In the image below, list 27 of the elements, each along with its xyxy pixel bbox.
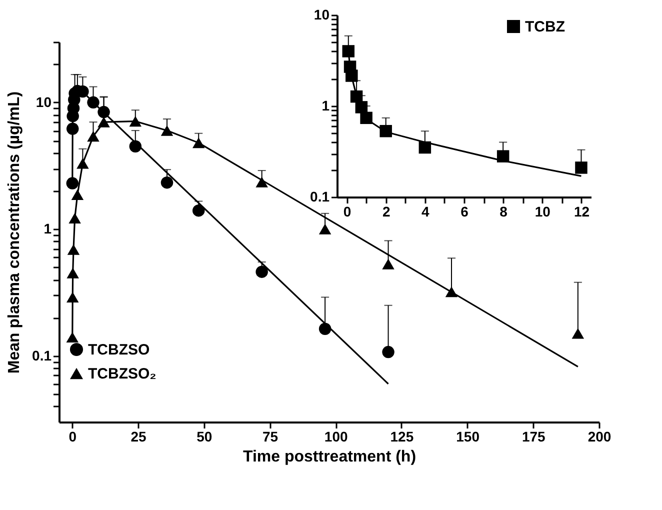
- y-tick-label: 10: [36, 94, 52, 110]
- x-tick-label: 200: [588, 428, 612, 444]
- y-axis-title: Mean plasma concentrations (µg/mL): [6, 91, 24, 374]
- x-tick-label: 50: [196, 428, 212, 444]
- x-tick-label: 150: [456, 428, 480, 444]
- y-tick-label: 1: [322, 98, 330, 114]
- x-tick-label: 0: [343, 204, 352, 220]
- y-tick-label: 0.1: [32, 347, 52, 364]
- x-tick-label: 6: [460, 204, 469, 220]
- y-tick-label: 1: [44, 220, 52, 237]
- x-tick-label: 2: [382, 204, 390, 220]
- x-tick-label: 75: [262, 428, 278, 444]
- x-tick-label: 8: [500, 204, 508, 220]
- x-tick-label: 10: [534, 204, 551, 220]
- x-tick-label: 25: [130, 428, 147, 444]
- x-tick-label: 4: [422, 204, 430, 220]
- legend-label: TCBZ: [525, 18, 565, 36]
- legend-label: TCBZSO₂: [88, 366, 156, 382]
- x-tick-label: 100: [324, 428, 348, 444]
- x-axis-title: Time posttreatment (h): [242, 448, 416, 466]
- y-tick-label: 0.1: [310, 188, 330, 204]
- x-tick-label: 0: [68, 428, 77, 444]
- x-tick-label: 125: [390, 428, 414, 444]
- legend-label: TCBZSO: [88, 342, 150, 358]
- x-tick-label: 175: [522, 428, 546, 444]
- x-tick-label: 12: [574, 204, 590, 220]
- y-tick-label: 10: [314, 6, 330, 22]
